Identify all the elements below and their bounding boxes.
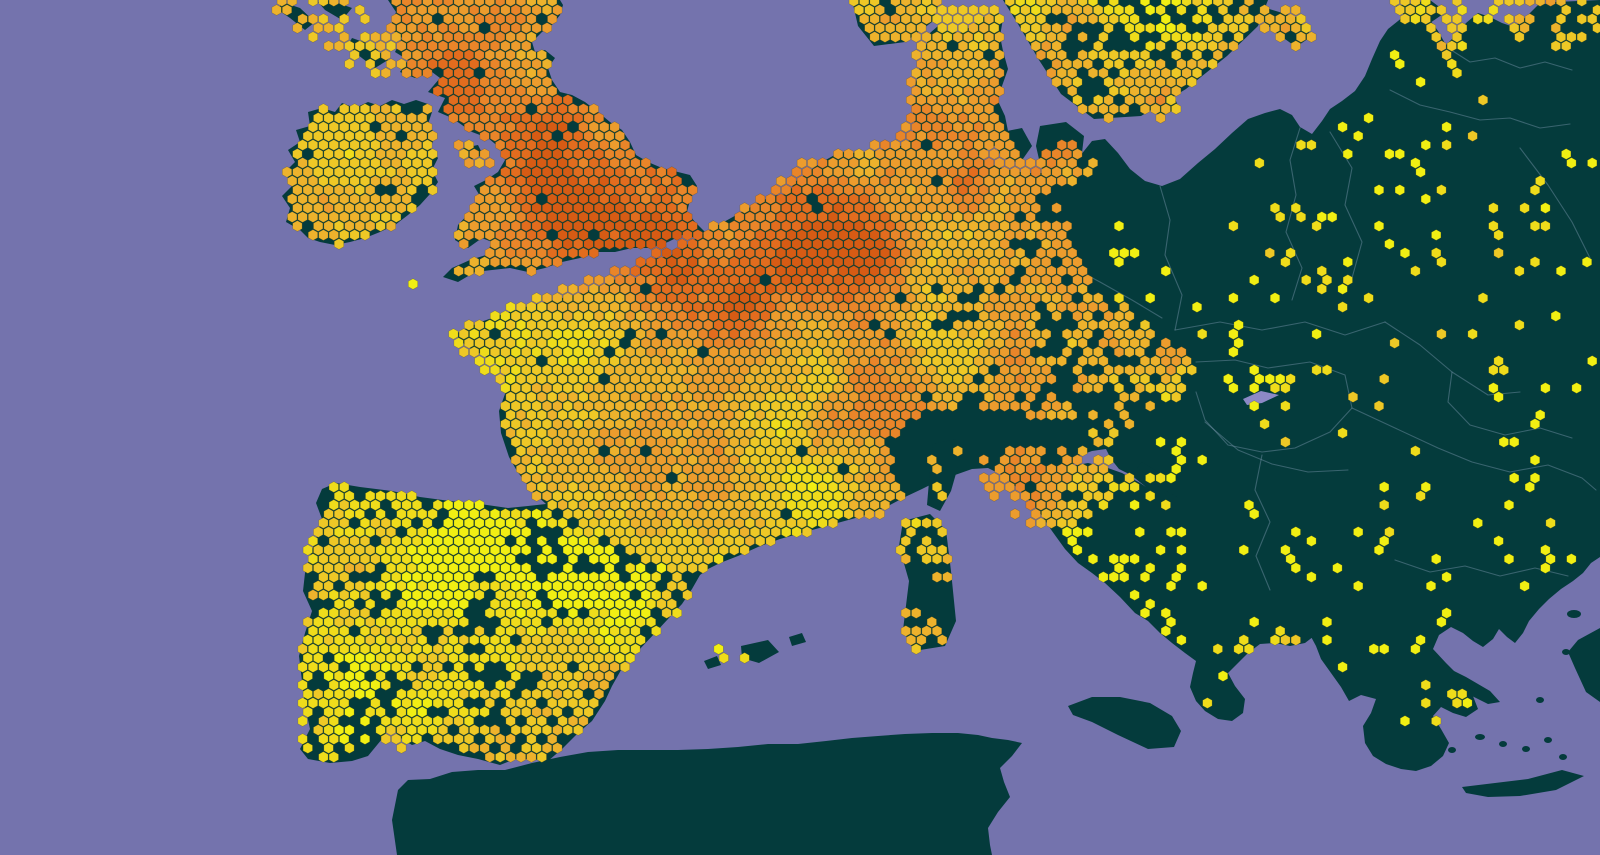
hexbin-density-layer[interactable] (271, 0, 1600, 763)
country-border-line (1285, 127, 1303, 301)
hexbin-density-level-2[interactable] (292, 0, 1600, 763)
islet (1448, 747, 1456, 753)
borders-layer (1067, 47, 1597, 591)
country-border-line (1394, 559, 1569, 577)
country-border-line (1447, 371, 1573, 439)
lake (1243, 391, 1279, 405)
islet (1544, 737, 1552, 743)
country-border-line (1174, 321, 1386, 336)
country-border-line (1447, 47, 1573, 71)
country-border-line (1519, 147, 1591, 259)
hexbin-density-level-4[interactable] (318, 0, 1556, 529)
landmass-africa (392, 733, 1022, 855)
islet (1475, 734, 1485, 740)
country-border-line (1159, 185, 1183, 331)
country-border-line (1195, 359, 1353, 453)
hexbin-density-level-3[interactable] (271, 0, 1566, 763)
hexbin-density-level-7[interactable] (521, 121, 890, 322)
islet (1536, 697, 1544, 703)
islet (1499, 741, 1507, 747)
hexbin-density-level-6[interactable] (427, 49, 979, 340)
country-border-line (1351, 407, 1597, 491)
lakes-layer (1243, 391, 1279, 405)
islet (1562, 649, 1570, 655)
islets-layer (1448, 610, 1581, 760)
landmass-sicily (1068, 697, 1181, 749)
islet (1567, 610, 1581, 618)
landmass-dalmatia2 (1147, 483, 1179, 504)
landmass-menorca (789, 633, 806, 646)
landmass-crete (1462, 770, 1584, 797)
country-border-line (1389, 89, 1571, 129)
landmass-turkey_w (1568, 628, 1600, 702)
landmass-euboea (1444, 666, 1500, 704)
country-border-line (1254, 454, 1271, 591)
hexbin-density-level-5[interactable] (396, 0, 1166, 511)
landmass-ibiza (704, 656, 721, 669)
islet (1522, 746, 1530, 752)
hexbin-density-level-1[interactable] (297, 0, 1556, 763)
islet (1559, 754, 1567, 760)
country-border-line (1204, 421, 1349, 473)
hexbin-density-level-0[interactable] (323, 0, 1598, 745)
landmass-mallorca (741, 640, 779, 663)
